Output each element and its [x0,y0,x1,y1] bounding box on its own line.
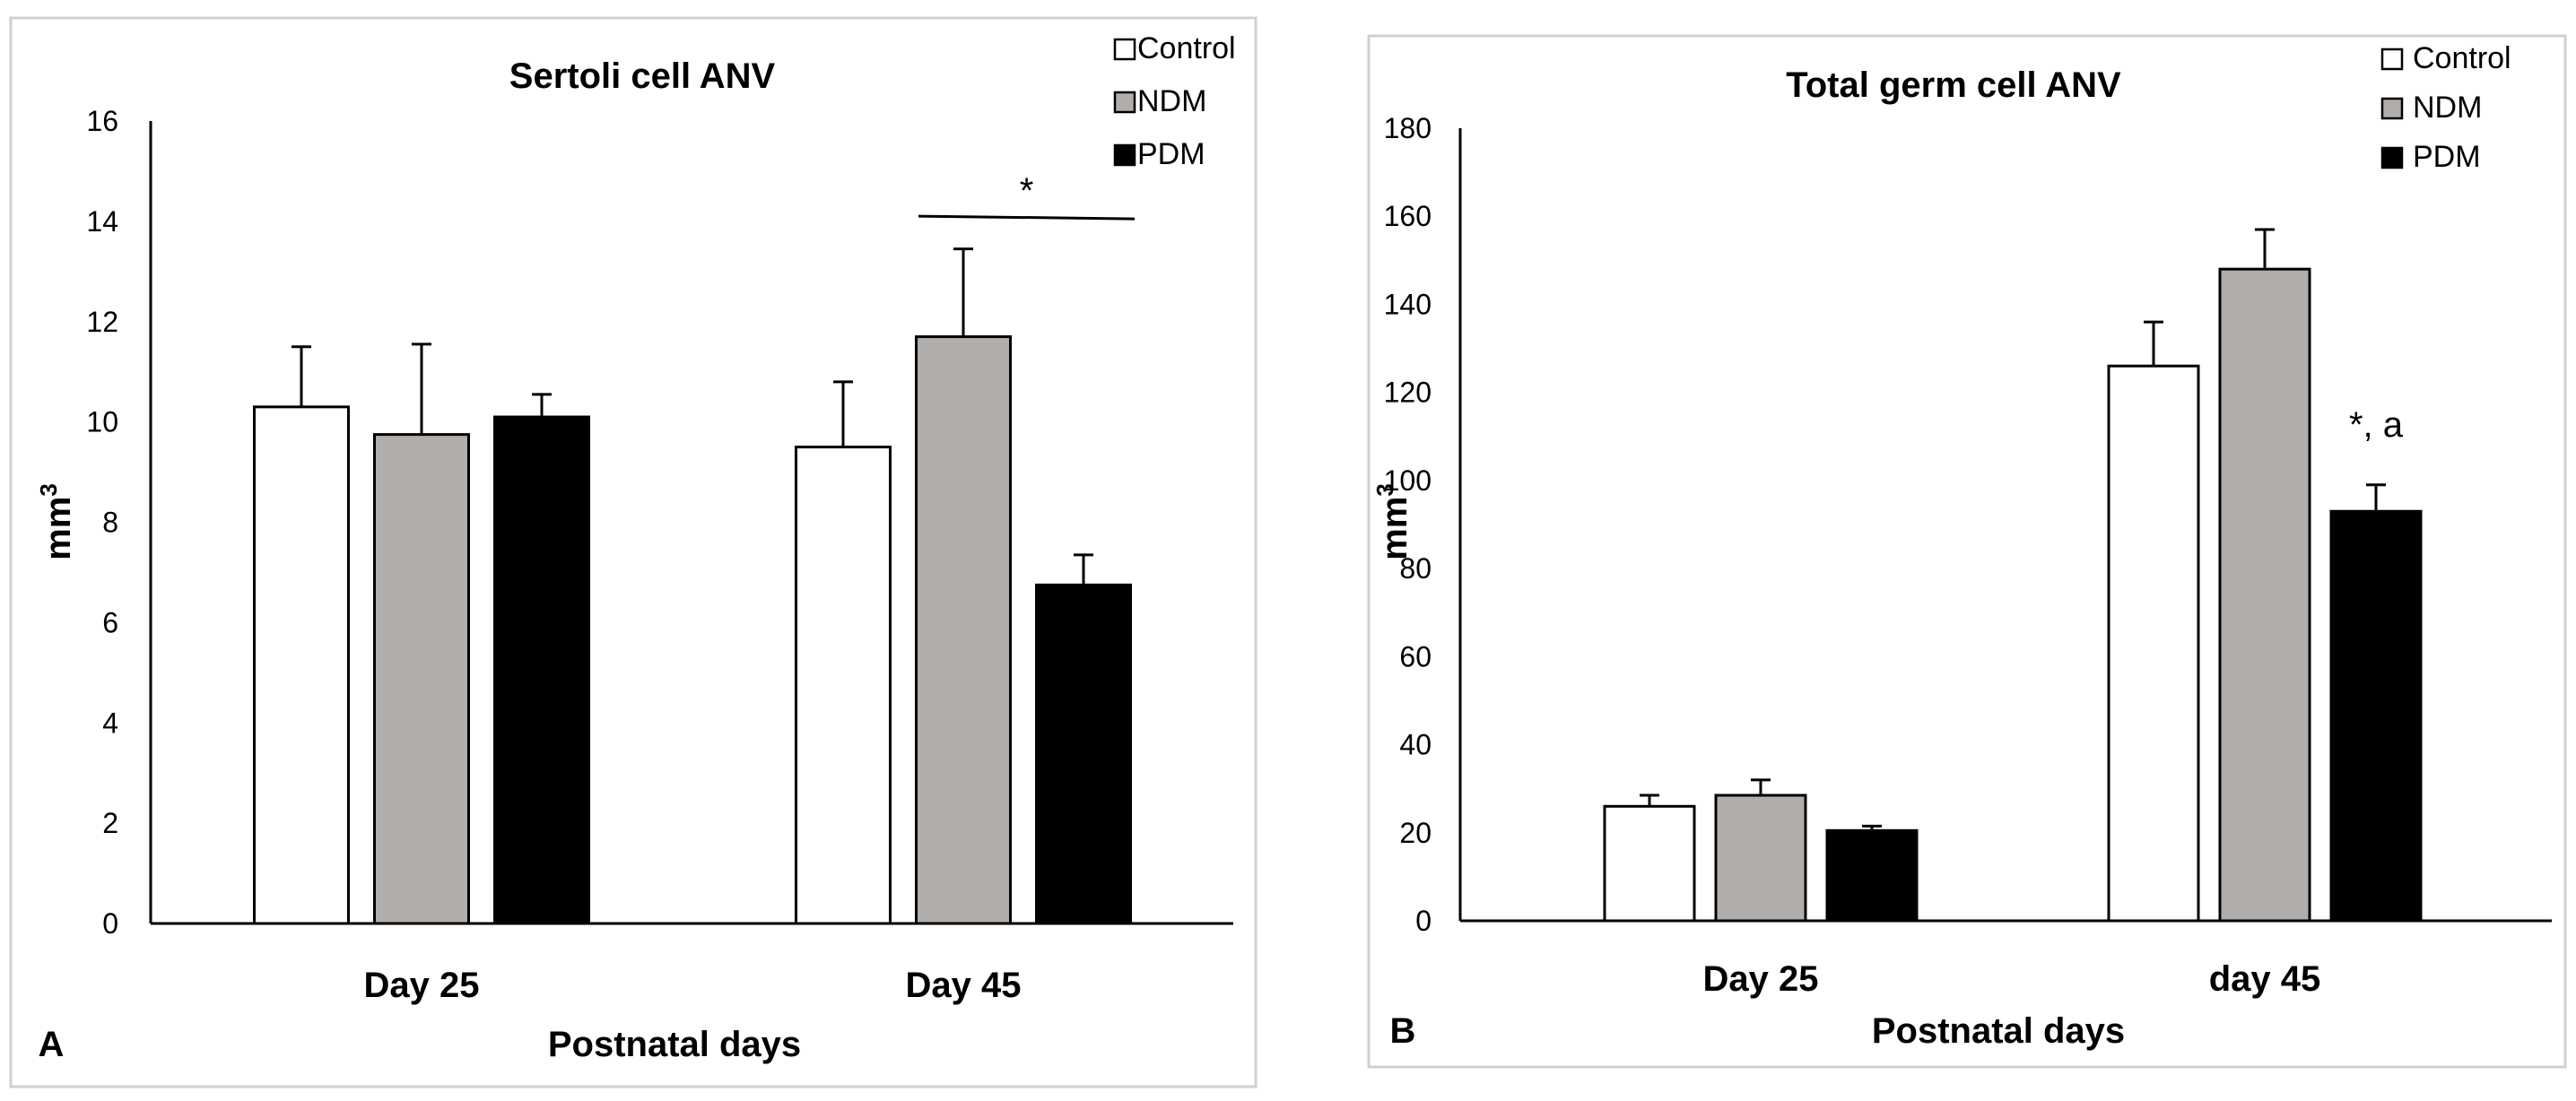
x-axis-title: Postnatal days [1872,1011,2125,1051]
legend: Control NDM PDM [2380,41,2511,174]
significance-mark: *, a [2349,405,2404,445]
significance-bracket [918,214,1136,221]
panel-frame [9,16,1258,1088]
y-tick-label: 6 [102,606,118,638]
y-tick-label: 0 [102,907,118,940]
y-axis-title: mm3 [1371,483,1414,560]
x-category-label: Day 25 [1703,959,1819,999]
x-axis-title: Postnatal days [548,1025,801,1064]
legend: Control NDM PDM [1113,31,1236,171]
bar-control-day-45 [2107,364,2200,923]
bar-pdm-day-45 [1035,583,1132,925]
x-category-label: Day 25 [364,966,480,1005]
legend-swatch-ndm [2380,97,2404,120]
x-category-label: day 45 [2209,959,2321,999]
y-tick-label: 80 [1399,552,1432,585]
legend-label-control: Control [1137,31,1236,65]
panel-letter: A [39,1025,65,1064]
legend-swatch-control [1113,38,1136,61]
y-tick-label: 60 [1399,640,1432,672]
legend-swatch-control [2380,48,2404,71]
legend-swatch-ndm [1113,91,1136,114]
y-tick-label: 160 [1384,200,1432,232]
bar-pdm-day-45 [2329,509,2423,923]
y-tick-label: 20 [1399,817,1432,849]
y-tick-label: 2 [102,807,118,839]
chart-panel-b: 0 20 40 60 80 100 120 140 160 180 Day 25 day 45 *, a… [1367,34,2567,1069]
legend-label-ndm: NDM [1137,84,1206,118]
legend-label-ndm: NDM [2413,91,2482,125]
chart-panel-a: 0 2 4 6 8 10 12 14 16 Day 25 Day 45 * Sertoli cell A… [9,16,1258,1088]
legend-label-pdm: PDM [2413,140,2481,174]
bar-pdm-day-25 [1825,828,1919,923]
significance-mark: * [1020,171,1034,211]
y-axis-unit-superscript: 3 [1371,483,1398,496]
chart-title: Sertoli cell ANV [509,56,776,96]
legend-swatch-pdm [2380,146,2404,169]
bar-control-day-25 [253,405,350,925]
y-axis-unit: mm [39,497,78,560]
y-tick-label: 12 [86,306,118,338]
y-tick-label: 180 [1384,112,1432,144]
y-tick-label: 14 [86,205,118,238]
y-tick-label: 4 [102,707,118,739]
bar-control-day-25 [1603,804,1696,923]
chart-title: Total germ cell ANV [1786,65,2121,105]
bar-pdm-day-25 [493,415,590,925]
bar-ndm-day-45 [915,335,1012,925]
legend-label-control: Control [2413,41,2511,75]
y-axis-title: mm3 [35,483,78,560]
panel-letter: B [1390,1011,1416,1051]
bar-control-day-45 [795,446,892,925]
x-category-label: Day 45 [906,966,1022,1005]
legend-label-pdm: PDM [1137,137,1205,171]
y-tick-label: 40 [1399,729,1432,761]
y-tick-label: 100 [1384,464,1432,497]
bar-ndm-day-25 [1714,793,1807,923]
y-tick-label: 10 [86,406,118,438]
y-tick-label: 8 [102,507,118,539]
y-axis-unit-superscript: 3 [35,483,62,496]
bar-ndm-day-25 [373,433,470,925]
panel-frame [1367,34,2567,1069]
legend-swatch-pdm [1113,143,1136,167]
bar-ndm-day-45 [2218,267,2311,923]
y-tick-label: 120 [1384,377,1432,409]
y-tick-label: 140 [1384,288,1432,320]
y-axis-unit: mm [1375,497,1414,560]
y-tick-label: 0 [1415,905,1432,937]
y-tick-label: 16 [86,105,118,137]
